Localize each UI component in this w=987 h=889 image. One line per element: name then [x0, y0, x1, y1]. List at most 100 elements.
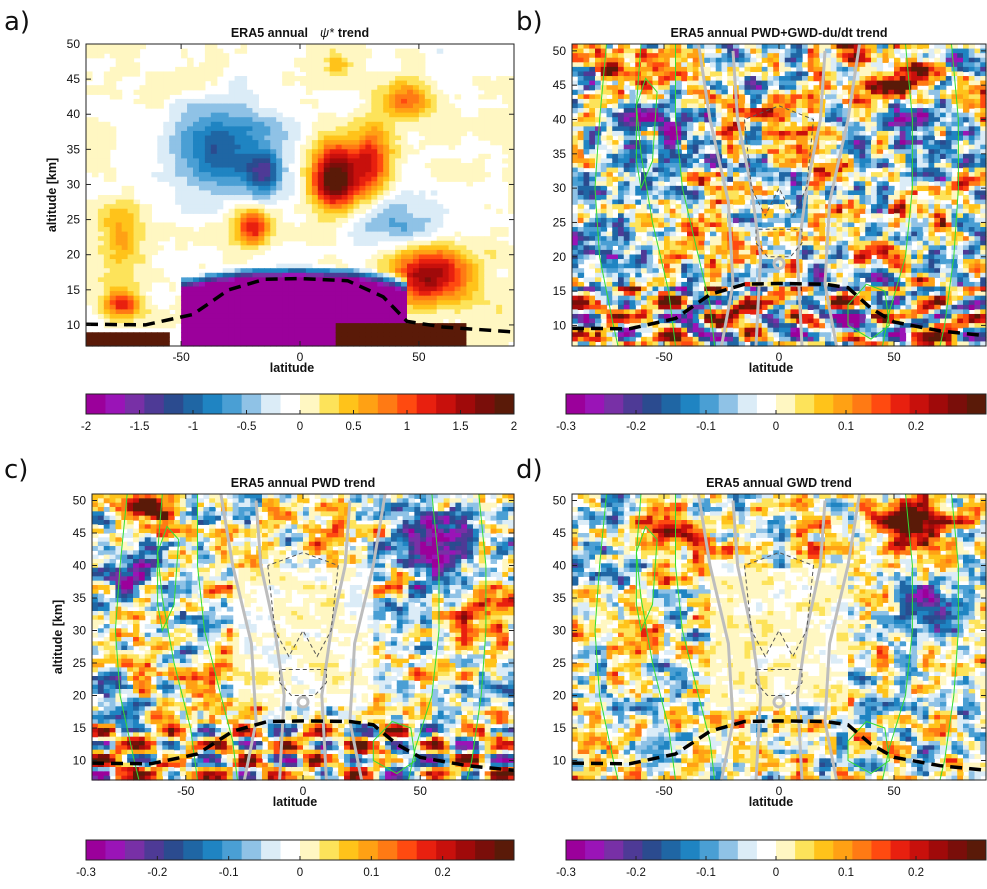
heatmap-cell: [163, 158, 170, 164]
heatmap-cell: [484, 263, 491, 269]
heatmap-cell: [329, 195, 337, 201]
heatmap-cell: [484, 89, 491, 95]
heatmap-cell: [478, 254, 485, 260]
heatmap-cell: [163, 140, 170, 146]
heatmap-cell: [317, 295, 325, 301]
heatmap-cell: [234, 332, 242, 338]
heatmap-cell: [228, 304, 236, 310]
heatmap-cell: [317, 268, 325, 274]
heatmap-cell: [353, 195, 361, 201]
heatmap-cell: [139, 332, 147, 338]
heatmap-cell: [589, 66, 596, 73]
heatmap-cell: [595, 336, 602, 343]
heatmap-cell: [606, 172, 613, 178]
heatmap-cell: [436, 176, 444, 182]
heatmap-cell: [169, 323, 176, 329]
heatmap-cell: [311, 199, 319, 205]
heatmap-cell: [623, 332, 631, 338]
heatmap-cell: [240, 227, 248, 233]
heatmap-cell: [383, 263, 390, 269]
heatmap-cell: [175, 309, 182, 315]
heatmap-cell: [109, 144, 117, 150]
heatmap-cell: [577, 227, 585, 233]
heatmap-cell: [606, 277, 613, 283]
heatmap-cell: [115, 341, 123, 347]
heatmap-cell: [151, 245, 158, 251]
heatmap-cell: [669, 162, 677, 169]
heatmap-cell: [347, 313, 355, 320]
heatmap-cell: [442, 103, 450, 109]
heatmap-cell: [629, 94, 636, 100]
heatmap-cell: [664, 245, 671, 251]
heatmap-cell: [635, 199, 642, 205]
heatmap-cell: [270, 313, 277, 320]
heatmap-cell: [383, 249, 390, 256]
heatmap-cell: [175, 149, 182, 155]
heatmap-cell: [401, 227, 408, 233]
heatmap-cell: [704, 259, 711, 265]
heatmap-cell: [577, 185, 585, 192]
heatmap-cell: [91, 208, 99, 214]
heatmap-cell: [641, 336, 648, 343]
heatmap-cell: [305, 222, 313, 228]
heatmap-cell: [347, 327, 355, 333]
heatmap-cell: [646, 144, 654, 150]
heatmap-cell: [288, 327, 295, 333]
heatmap-cell: [193, 236, 200, 242]
heatmap-cell: [612, 286, 619, 292]
heatmap-cell: [258, 300, 265, 306]
heatmap-cell: [454, 240, 462, 246]
heatmap-cell: [710, 62, 717, 68]
heatmap-cell: [181, 195, 188, 201]
heatmap-cell: [97, 208, 105, 214]
heatmap-cell: [151, 272, 158, 278]
heatmap-cell: [704, 135, 711, 141]
heatmap-cell: [502, 89, 509, 95]
heatmap-cell: [169, 227, 176, 233]
heatmap-cell: [216, 57, 224, 63]
heatmap-cell: [412, 286, 420, 292]
heatmap-cell: [618, 281, 625, 288]
heatmap-cell: [412, 80, 420, 86]
heatmap-cell: [606, 332, 613, 338]
heatmap-cell: [97, 336, 105, 343]
heatmap-cell: [91, 268, 99, 274]
heatmap-cell: [353, 162, 361, 169]
heatmap-cell: [311, 144, 319, 150]
heatmap-cell: [583, 231, 590, 237]
heatmap-cell: [412, 117, 420, 123]
heatmap-cell: [97, 300, 105, 306]
heatmap-cell: [704, 281, 711, 288]
heatmap-cell: [228, 236, 236, 242]
heatmap-cell: [389, 94, 396, 100]
heatmap-cell: [323, 213, 331, 219]
heatmap-cell: [347, 231, 355, 237]
heatmap-cell: [222, 176, 230, 182]
heatmap-cell: [658, 249, 665, 256]
heatmap-cell: [412, 217, 420, 224]
heatmap-cell: [228, 231, 236, 237]
heatmap-cell: [103, 332, 111, 338]
heatmap-cell: [430, 240, 438, 246]
heatmap-cell: [442, 286, 450, 292]
heatmap-cell: [86, 48, 93, 54]
heatmap-cell: [635, 162, 642, 169]
heatmap-cell: [490, 245, 497, 251]
heatmap-cell: [359, 135, 366, 141]
heatmap-cell: [234, 323, 242, 329]
heatmap-cell: [365, 126, 372, 132]
heatmap-cell: [687, 62, 694, 68]
heatmap-cell: [606, 108, 613, 114]
heatmap-cell: [252, 176, 259, 182]
heatmap-cell: [572, 217, 579, 224]
heatmap-cell: [276, 117, 283, 123]
heatmap-cell: [169, 231, 176, 237]
heatmap-cell: [127, 204, 135, 210]
heatmap-cell: [698, 231, 705, 237]
heatmap-cell: [669, 108, 677, 114]
heatmap-cell: [412, 240, 420, 246]
heatmap-cell: [288, 149, 295, 155]
heatmap-cell: [675, 254, 682, 260]
heatmap-cell: [681, 44, 688, 50]
heatmap-cell: [276, 281, 283, 288]
